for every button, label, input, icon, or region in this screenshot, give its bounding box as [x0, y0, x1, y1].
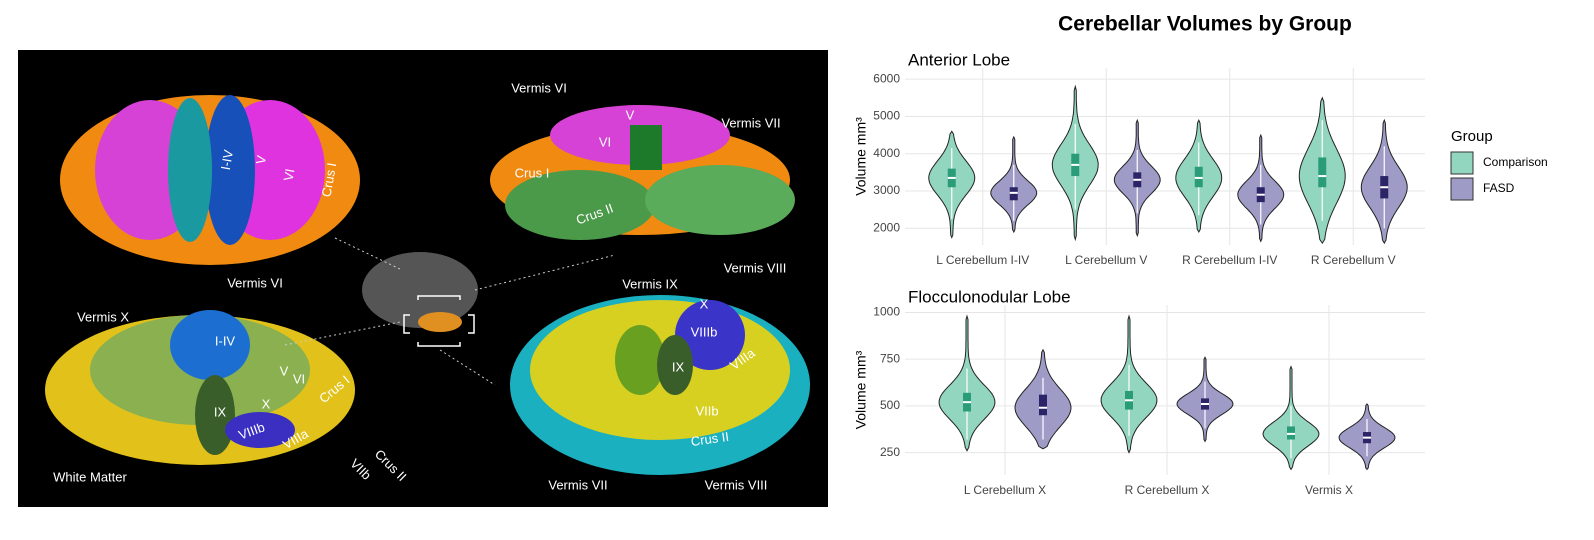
y-axis-title: Volume mm³ [853, 117, 869, 196]
y-tick-label: 750 [880, 351, 900, 365]
brain-image: Vermis VI I-IV V VI Crus I Vermis X White Matt… [18, 50, 828, 507]
region-label: Vermis VII [548, 477, 607, 492]
region-label: VIIb [695, 403, 718, 418]
y-axis-title: Volume mm³ [853, 350, 869, 429]
x-tick-label: R Cerebellum I-IV [1182, 253, 1277, 267]
region-label: Vermis VII [721, 115, 780, 130]
region-label: X [700, 296, 709, 311]
x-tick-label: R Cerebellum X [1125, 483, 1210, 497]
region-label: Vermis VIII [724, 260, 787, 275]
x-tick-label: L Cerebellum V [1065, 253, 1147, 267]
panel-title: Flocculonodular Lobe [908, 287, 1071, 306]
box [1039, 394, 1047, 416]
region-label: VI [280, 167, 297, 182]
region-label: VI [599, 134, 611, 149]
region-label: IX [672, 359, 685, 374]
region [675, 300, 745, 370]
inset-brackets [403, 295, 475, 347]
inset-cerebellum [418, 312, 462, 332]
region-label: Vermis IX [622, 276, 678, 291]
region-label: Crus I [515, 165, 550, 180]
y-tick-label: 5000 [873, 109, 900, 123]
region-label: X [262, 396, 271, 411]
region [630, 125, 662, 170]
y-tick-label: 3000 [873, 183, 900, 197]
region-label: Vermis X [77, 309, 129, 324]
region [505, 170, 655, 240]
region-label: Crus I [319, 161, 340, 198]
y-tick-label: 500 [880, 398, 900, 412]
legend-label: FASD [1483, 181, 1515, 195]
y-tick-label: 1000 [873, 305, 900, 319]
region-label: Crus II [690, 429, 730, 449]
region [205, 95, 255, 245]
region-label: V [253, 154, 269, 165]
legend-title: Group [1451, 128, 1493, 145]
legend-key [1450, 177, 1474, 201]
y-tick-label: 2000 [873, 220, 900, 234]
x-tick-label: L Cerebellum I-IV [936, 253, 1029, 267]
x-tick-label: R Cerebellum V [1311, 253, 1396, 267]
y-tick-label: 6000 [873, 71, 900, 85]
region [170, 310, 250, 380]
panel-title: Anterior Lobe [908, 50, 1010, 69]
inset-brain [362, 252, 478, 328]
x-tick-label: Vermis X [1305, 483, 1353, 497]
x-tick-label: L Cerebellum X [964, 483, 1046, 497]
region-label: VIIIb [691, 324, 718, 339]
region [657, 335, 693, 395]
legend-label: Comparison [1483, 155, 1548, 169]
legend-key [1450, 151, 1474, 175]
region [195, 375, 235, 455]
region-label: V [626, 107, 635, 122]
region [645, 165, 795, 235]
region-label: V [280, 363, 289, 378]
region-label: VI [293, 371, 305, 386]
region-label: White Matter [53, 469, 127, 484]
region-label: IX [214, 404, 227, 419]
region-label: Vermis VIII [705, 477, 768, 492]
region-label: Vermis VI [227, 275, 283, 290]
connectors [284, 237, 616, 386]
region-label: I-IV [215, 333, 236, 348]
region [615, 325, 665, 395]
figure-title: Cerebellar Volumes by Group [1058, 13, 1352, 36]
y-tick-label: 4000 [873, 146, 900, 160]
region-label: I-IV [218, 148, 236, 171]
y-tick-label: 250 [880, 445, 900, 459]
region [225, 412, 295, 448]
region [168, 98, 212, 242]
region-label: Vermis VI [511, 80, 567, 95]
box [1318, 157, 1327, 188]
